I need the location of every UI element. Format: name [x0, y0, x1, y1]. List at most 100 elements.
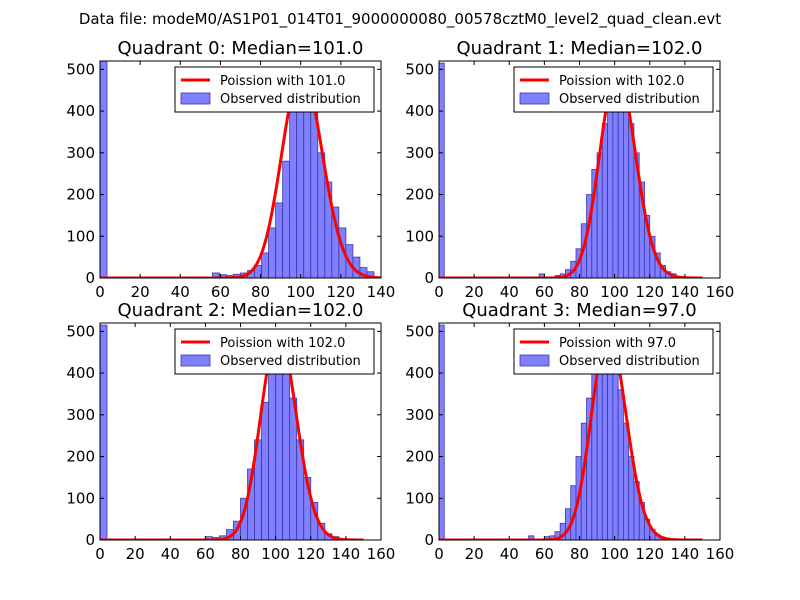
legend-fit-label: Poission with 101.0: [220, 74, 345, 89]
legend-hist-label: Observed distribution: [559, 92, 700, 107]
x-tick-label: 100: [286, 283, 315, 301]
histogram-bars: [439, 62, 677, 278]
x-tick-label: 160: [367, 545, 396, 563]
histogram-bar: [289, 110, 298, 278]
poisson-fit-line: [439, 69, 703, 278]
poisson-fit-line: [100, 331, 364, 540]
subplot-2: 0 20 40 60 80 100 120 140 160 0 100 200 300 400 500 Qua…: [66, 300, 395, 563]
x-tick-label: 100: [600, 545, 629, 563]
subplot-1: 0 20 40 60 80 100 120 140 160 0 100 200 300 400 500 Qua…: [405, 38, 734, 301]
poisson-fit-line: [439, 331, 703, 540]
x-tick-label: 140: [332, 545, 361, 563]
y-tick-label: 0: [424, 531, 434, 549]
legend-box: [513, 328, 714, 375]
x-tick-label: 60: [211, 283, 230, 301]
legend-hist-label: Observed distribution: [559, 354, 700, 369]
legend-box: [513, 66, 714, 113]
histogram-bar: [612, 85, 619, 278]
y-tick-label: 100: [66, 227, 95, 245]
y-tick-label: 200: [66, 186, 95, 204]
y-tick-label: 400: [66, 364, 95, 382]
histogram-bar: [601, 123, 608, 278]
axes-frame: [99, 60, 382, 279]
y-tick-label: 200: [405, 186, 434, 204]
legend-fit-label: Poission with 102.0: [220, 336, 345, 351]
legend-box: [174, 328, 375, 375]
x-tick-label: 140: [671, 545, 700, 563]
histogram-bar: [623, 93, 630, 278]
y-tick-label: 300: [405, 406, 434, 424]
legend-hist-label: Observed distribution: [220, 354, 361, 369]
histogram-bar: [268, 227, 277, 278]
subplot-title: Quadrant 1: Median=102.0: [457, 38, 703, 59]
subplot-3: 0 20 40 60 80 100 120 140 160 0 100 200 300 400 500 Qua…: [405, 300, 734, 563]
x-tick-label: 160: [706, 283, 735, 301]
histogram-bar: [261, 252, 270, 278]
x-tick-label: 40: [171, 283, 190, 301]
legend: Poission with 102.0 Observed distribution: [513, 66, 714, 113]
x-tick-label: 140: [671, 283, 700, 301]
x-tick-label: 160: [706, 545, 735, 563]
histogram-bar: [275, 202, 284, 278]
y-tick-label: 100: [405, 227, 434, 245]
x-tick-label: 100: [261, 545, 290, 563]
y-tick-label: 500: [66, 322, 95, 340]
histogram-bar: [310, 104, 319, 278]
poisson-fit-line: [100, 69, 381, 278]
histogram-bar: [282, 160, 291, 278]
histogram-bar: [623, 422, 630, 540]
y-tick-label: 0: [85, 531, 95, 549]
subplot-title: Quadrant 3: Median=97.0: [462, 300, 697, 321]
histogram-bar: [282, 360, 291, 540]
x-tick-label: 80: [570, 283, 589, 301]
histogram-bars: [439, 324, 666, 540]
legend-box: [174, 66, 375, 113]
x-tick-label: 80: [570, 545, 589, 563]
y-tick-label: 500: [66, 60, 95, 78]
y-tick-label: 400: [66, 102, 95, 120]
x-tick-label: 60: [535, 545, 554, 563]
legend-hist-swatch: [180, 92, 211, 105]
legend-hist-swatch: [519, 92, 550, 105]
histogram-bar: [439, 324, 445, 540]
histogram-bar: [617, 389, 624, 540]
x-tick-label: 80: [231, 545, 250, 563]
y-tick-label: 400: [405, 102, 434, 120]
histogram-bar: [303, 85, 312, 278]
x-tick-label: 140: [367, 283, 396, 301]
y-tick-label: 500: [405, 322, 434, 340]
histogram-bar: [268, 364, 277, 540]
y-tick-label: 0: [424, 269, 434, 287]
x-tick-label: 120: [296, 545, 325, 563]
subplot-grid: 0 20 40 60 80 100 120 1400100200300400500Quadra…: [66, 38, 734, 563]
x-tick-label: 60: [535, 283, 554, 301]
legend-fit-label: Poission with 102.0: [559, 74, 684, 89]
y-tick-label: 200: [66, 448, 95, 466]
histogram-bar: [261, 401, 270, 540]
x-tick-label: 0: [95, 283, 105, 301]
x-tick-label: 20: [126, 545, 145, 563]
y-tick-label: 300: [66, 144, 95, 162]
subplot-title: Quadrant 0: Median=101.0: [118, 38, 364, 59]
x-tick-label: 0: [95, 545, 105, 563]
x-tick-label: 0: [434, 545, 444, 563]
legend: Poission with 102.0 Observed distribution: [174, 328, 375, 375]
y-tick-label: 0: [85, 269, 95, 287]
x-tick-label: 40: [500, 545, 519, 563]
histogram-bar: [317, 152, 326, 278]
y-tick-label: 100: [66, 489, 95, 507]
subplot-title: Quadrant 2: Median=102.0: [118, 300, 364, 321]
x-tick-label: 20: [465, 545, 484, 563]
y-tick-label: 100: [405, 489, 434, 507]
legend-hist-swatch: [519, 354, 550, 367]
x-tick-label: 20: [131, 283, 150, 301]
x-tick-label: 120: [635, 283, 664, 301]
x-tick-label: 0: [434, 283, 444, 301]
histogram-bar: [439, 62, 445, 278]
histogram-bar: [607, 93, 614, 278]
histogram-bar: [100, 324, 108, 540]
y-tick-label: 400: [405, 364, 434, 382]
legend: Poission with 101.0 Observed distribution: [174, 66, 375, 113]
legend: Poission with 97.0 Observed distribution: [513, 328, 714, 375]
